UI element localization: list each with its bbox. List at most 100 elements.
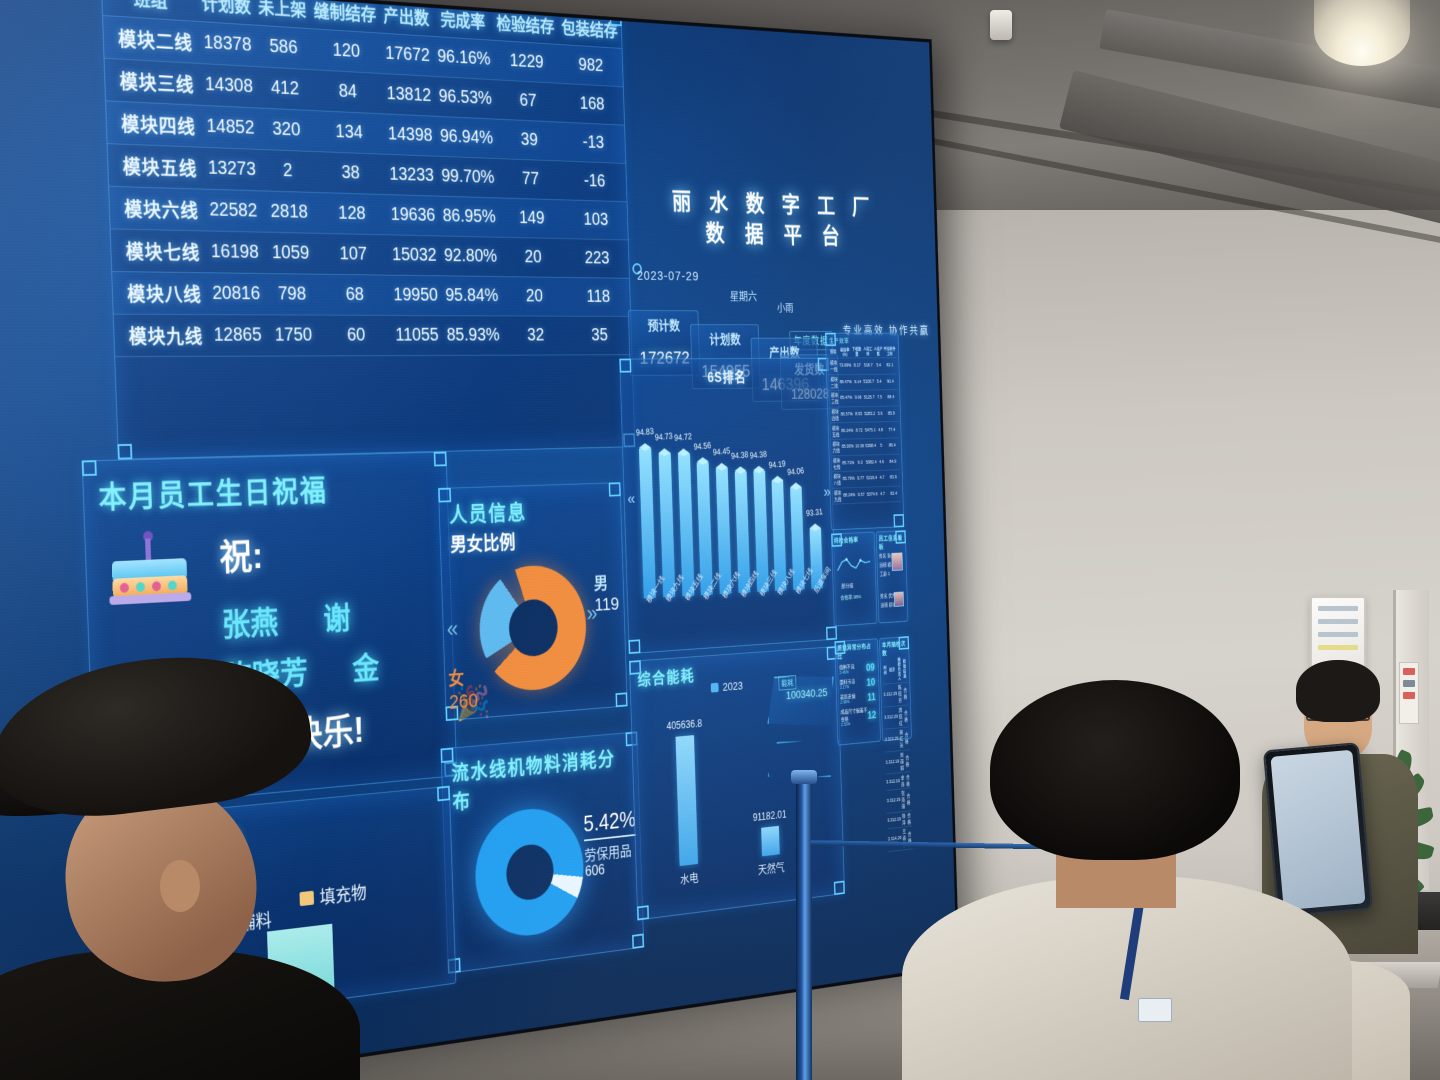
baseball-cap: [0, 641, 318, 829]
bar-value-label: 94.45: [712, 446, 731, 458]
corner-accent: [433, 451, 447, 467]
eff-cell-5: 83.9: [889, 475, 897, 481]
table-cell-3: 120: [332, 39, 361, 62]
table-cell-3: 68: [345, 284, 365, 305]
sampling-table-body: 3.3 12.29 陈晓芳 合格 3.3 12.29 周晓红 合格 3.3 12.29 谢红英 合格 3…: [883, 682, 913, 852]
eff-cell-3: 5219.4: [866, 476, 878, 482]
table-cell-0: 模块七线: [125, 242, 201, 265]
prev-arrow-icon[interactable]: «: [446, 614, 459, 643]
table-cell-4: 19950: [393, 284, 439, 306]
col-output: 产出数: [383, 7, 430, 30]
table-cell-5: 96.16%: [437, 46, 491, 70]
table-cell-2: 798: [277, 283, 307, 305]
quality-row-0: 缝制不良 3.46% 09: [838, 658, 877, 676]
table-cell-4: 14398: [387, 123, 433, 146]
panel-line: [1318, 632, 1358, 637]
eff-col-0: 班组: [830, 349, 837, 354]
eff-cell-5: 88.4: [887, 395, 895, 401]
six-s-prev-arrow-icon[interactable]: «: [627, 489, 636, 509]
eff-cell-4: 5.4: [876, 363, 882, 369]
door-sign: [1399, 662, 1419, 724]
bar-value-label: 94.19: [768, 459, 786, 471]
corner-accent: [632, 933, 645, 949]
eff-cell-5: 90.4: [887, 379, 894, 385]
sign-line: [1403, 692, 1415, 699]
eff-cell-5: 82.1: [886, 363, 894, 369]
table-cell-6: 39: [520, 129, 539, 150]
table-cell-6: 149: [518, 207, 545, 228]
table-cell-1: 20816: [211, 282, 261, 304]
table-row: 3.3 12.29 陈晓芳 合格: [883, 682, 909, 707]
person-hair: [1296, 660, 1380, 722]
production-table-panel: 班组 计划数 未上架 缝制结存 产出数 完成率 检验结存 包装结存 模块二线 18…: [100, 0, 636, 460]
table-cell-4: 19636: [390, 204, 436, 226]
table-cell-0: 模块二线: [117, 29, 194, 55]
eff-cell-4: 7.5: [877, 395, 883, 401]
table-cell-5: 92.80%: [443, 245, 498, 267]
table-cell-4: 15032: [391, 244, 437, 266]
col-rate: 完成率: [440, 11, 486, 34]
table-cell-6: 20: [524, 247, 542, 267]
table-cell-5: 85.93%: [446, 325, 500, 345]
col-notshelved: 未上架: [257, 0, 307, 22]
efficiency-table-body: 模块一线 73.69% 8.17 518.7 5.4 82.1 模块二线 86.47% 9.14…: [828, 357, 901, 505]
ceiling-sensor: [990, 10, 1012, 40]
female-value: 260: [448, 688, 479, 714]
corner-accent: [893, 514, 905, 528]
pendant-lamp: [1314, 0, 1410, 66]
table-row: 模块四线 86.57% 8.93 5283.2 5.6 85.9: [829, 405, 899, 424]
table-cell-1: 18378: [203, 31, 252, 56]
table-cell-3: 38: [341, 162, 361, 184]
table-cell-3: 107: [339, 243, 368, 265]
quality-rank: 10: [866, 675, 876, 689]
table-row: 模块二线 86.47% 9.14 5106.7 5.4 90.4: [828, 373, 898, 391]
quality-row-1: 面料污渍 3.17% 10: [838, 673, 877, 691]
bar-value-label: 94.06: [786, 466, 805, 478]
eff-col-4: 人均产能: [873, 346, 883, 356]
eff-cell-4: 5.6: [877, 411, 883, 417]
table-cell-7: -13: [582, 132, 605, 153]
board-weather: 小雨: [776, 302, 794, 315]
table-cell-3: 84: [338, 80, 358, 103]
birthday-name: 金: [351, 650, 380, 687]
brand-line-2: 数 据 平 台: [705, 221, 848, 250]
eff-cell-3: 5475.1: [864, 427, 876, 433]
eff-cell-3: 5982.4: [865, 459, 877, 466]
material-callout-pct: 5.42%: [583, 807, 637, 842]
table-cell-2: 2: [282, 160, 293, 181]
table-cell-4: 17672: [384, 42, 431, 66]
table-cell-7: 223: [584, 248, 610, 268]
corner-accent: [831, 533, 843, 547]
board-title: 丽 水 数 字 工 厂 数 据 平 台: [672, 186, 877, 253]
table-row: 3.3 12.29 谢红英 合格: [884, 727, 910, 752]
energy-bar-1: 91182.01 天然气: [753, 808, 787, 876]
sampling-cell-3: 合格: [904, 733, 909, 746]
table-cell-2: 2818: [270, 200, 309, 223]
female-label: 女: [448, 669, 465, 691]
candle: [145, 538, 152, 562]
eff-cell-5: 86.4: [888, 443, 896, 449]
table-cell-2: 1059: [271, 242, 310, 264]
table-cell-6: 32: [526, 325, 545, 345]
corner-accent: [833, 880, 845, 896]
table-cell-3: 134: [335, 121, 364, 143]
table-cell-0: 模块八线: [127, 284, 203, 307]
eff-cell-5: 82.4: [890, 491, 898, 497]
corner-accent: [619, 358, 632, 373]
sampling-cell-3: 合格: [906, 794, 911, 807]
corner-accent: [636, 905, 649, 921]
eff-col-2: 下机数量: [852, 346, 862, 356]
table-row: 3.3 14.29 王春花 合格: [887, 826, 913, 852]
employee-info-board-panel: 员工信息看板 姓名 新员工 班组 模块二线 工龄 1 姓名 优秀员工 班组 模块一线: [875, 530, 909, 624]
eff-cell-2: 9.57: [857, 492, 865, 498]
corner-accent: [615, 692, 628, 708]
bar-value-label: 94.38: [749, 449, 768, 461]
corner-accent: [437, 785, 451, 802]
corner-accent: [895, 530, 906, 544]
eff-cell-0: 模块六线: [832, 442, 840, 455]
pass-rate-line-chart: [836, 549, 874, 579]
sampling-cell-3: 合格: [905, 755, 910, 768]
table-row: 模块九线 12865 1750 60 11055 85.93% 32 35: [113, 314, 632, 357]
table-cell-2: 1750: [274, 324, 313, 346]
material-callout: 5.42% 劳保用品 606: [583, 807, 637, 881]
